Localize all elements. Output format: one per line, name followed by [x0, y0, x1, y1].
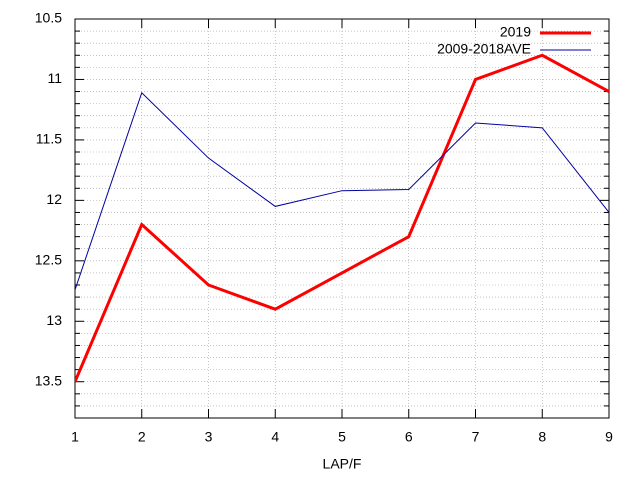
y-tick-label: 13.5 [35, 372, 62, 388]
x-axis-label: LAP/F [323, 456, 362, 472]
y-tick-label: 12.5 [35, 252, 62, 268]
x-tick-label: 9 [605, 429, 613, 445]
y-tick-label: 11.5 [36, 131, 62, 147]
series-line [75, 91, 609, 290]
x-tick-label: 6 [405, 429, 413, 445]
y-tick-label: 11 [47, 70, 62, 86]
x-tick-label: 8 [538, 429, 546, 445]
y-tick-label: 10.5 [35, 10, 62, 26]
x-tick-label: 2 [138, 429, 146, 445]
x-tick-label: 5 [338, 429, 346, 445]
series-line [75, 53, 609, 383]
legend-label: 2019 [500, 24, 531, 40]
x-tick-label: 3 [205, 429, 213, 445]
x-tick-label: 7 [472, 429, 480, 445]
plot-frame [74, 18, 610, 419]
y-tick-label: 13 [46, 312, 62, 328]
y-tick-label: 12 [46, 191, 62, 207]
x-tick-label: 1 [71, 429, 79, 445]
x-tick-label: 4 [271, 429, 279, 445]
legend-label: 2009-2018AVE [437, 41, 531, 57]
